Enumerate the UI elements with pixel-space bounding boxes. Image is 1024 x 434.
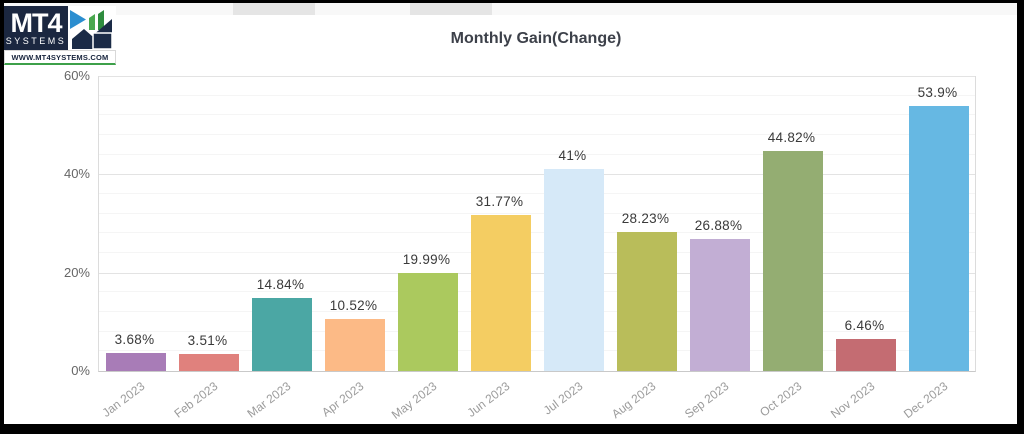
minor-gridline	[99, 212, 975, 214]
bar-dec-2023[interactable]	[908, 106, 969, 371]
minor-gridline	[99, 311, 975, 312]
chart-arrow-logo-icon	[68, 6, 116, 50]
bar-value-label: 3.68%	[114, 331, 155, 347]
minor-gridline	[99, 350, 975, 352]
minor-gridline	[99, 153, 975, 155]
major-gridline	[99, 76, 975, 77]
minor-gridline	[99, 134, 975, 135]
bar-value-label: 26.88%	[694, 217, 743, 233]
minor-gridline	[99, 330, 975, 332]
bar-oct-2023[interactable]	[762, 150, 823, 371]
major-gridline	[99, 174, 975, 176]
x-axis-tick-label: Apr 2023	[318, 379, 366, 420]
y-axis-tick-label: 40%	[63, 166, 90, 182]
x-axis-tick-label: Jul 2023	[540, 379, 585, 418]
x-axis-tick-label: Jan 2023	[99, 379, 147, 420]
x-axis-tick-label: Mar 2023	[244, 379, 293, 421]
bar-value-label: 28.23%	[621, 211, 670, 227]
bar-sep-2023[interactable]	[689, 238, 750, 371]
y-axis-tick-label: 20%	[63, 264, 90, 280]
bar-value-label: 53.9%	[917, 84, 958, 100]
chart-title: Monthly Gain(Change)	[450, 30, 622, 47]
bar-value-label: 44.82%	[767, 129, 816, 145]
bar-feb-2023[interactable]	[178, 353, 239, 371]
minor-gridline	[99, 252, 975, 253]
tab-placeholder-2	[410, 3, 492, 15]
bar-apr-2023[interactable]	[324, 319, 385, 371]
minor-gridline	[99, 114, 975, 116]
x-axis-tick-label: May 2023	[388, 379, 439, 422]
x-axis-tick-label: Feb 2023	[170, 379, 220, 421]
logo-row: MT4 SYSTEMS	[4, 6, 116, 50]
bar-value-label: 41%	[558, 148, 587, 164]
y-axis-tick-label: 60%	[63, 68, 90, 83]
x-axis-tick-label: Aug 2023	[608, 379, 658, 422]
bar-value-label: 31.77%	[475, 193, 524, 209]
logo-website-text: WWW.MT4SYSTEMS.COM	[4, 50, 116, 65]
bar-jul-2023[interactable]	[543, 169, 604, 371]
minor-gridline	[99, 193, 975, 194]
top-strip	[4, 3, 1017, 15]
bar-value-label: 19.99%	[402, 251, 451, 267]
logo-sub-text: SYSTEMS	[5, 35, 67, 46]
bar-chart-plot-area	[98, 76, 976, 372]
bar-value-label: 6.46%	[844, 318, 885, 334]
x-axis-tick-label: Nov 2023	[827, 379, 877, 422]
x-axis-tick-label: Sep 2023	[681, 379, 731, 422]
tab-placeholder-1	[233, 3, 315, 15]
x-axis-tick-label: Dec 2023	[900, 379, 950, 422]
major-gridline	[99, 272, 975, 274]
minor-gridline	[99, 94, 975, 96]
bar-may-2023[interactable]	[397, 272, 458, 371]
minor-gridline	[99, 291, 975, 293]
app-window: MT4 SYSTEMS WWW.MT4SYSTEMS.COM Monthly G…	[4, 3, 1017, 424]
minor-gridline	[99, 232, 975, 234]
bar-jun-2023[interactable]	[470, 214, 531, 371]
bar-mar-2023[interactable]	[251, 298, 312, 371]
bar-value-label: 10.52%	[329, 298, 378, 314]
bar-jan-2023[interactable]	[105, 352, 166, 371]
x-axis-tick-label: Oct 2023	[756, 379, 804, 420]
bar-aug-2023[interactable]	[616, 232, 677, 371]
bar-nov-2023[interactable]	[835, 339, 896, 371]
logo-text-block: MT4 SYSTEMS	[4, 6, 68, 50]
bar-value-label: 14.84%	[256, 277, 305, 293]
logo-brand-text: MT4	[10, 7, 63, 38]
bar-value-label: 3.51%	[187, 332, 228, 348]
y-axis-tick-label: 0%	[71, 363, 90, 378]
mt4-systems-logo[interactable]: MT4 SYSTEMS WWW.MT4SYSTEMS.COM	[4, 6, 116, 65]
x-axis-tick-label: Jun 2023	[464, 379, 512, 420]
